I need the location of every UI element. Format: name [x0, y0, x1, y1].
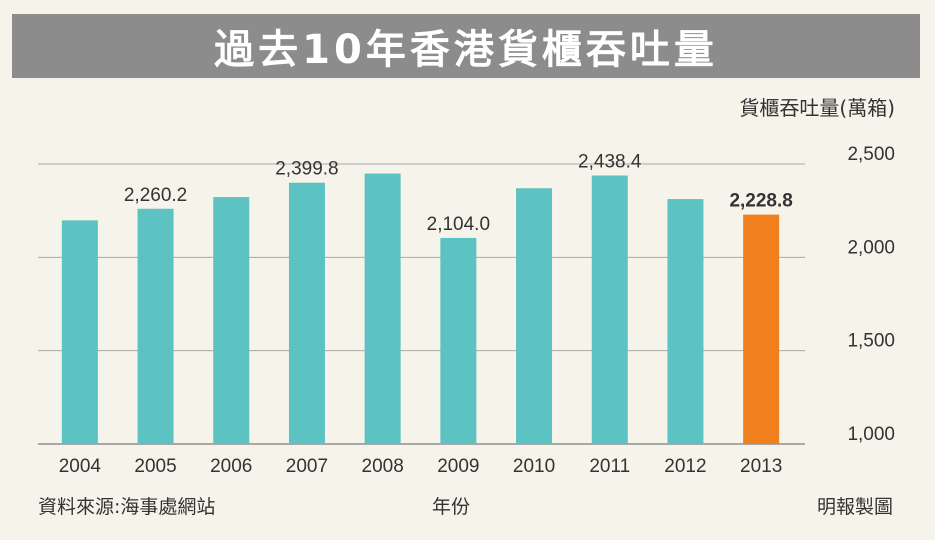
x-tick-label: 2011	[589, 456, 630, 477]
x-tick-label: 2009	[437, 456, 479, 477]
credit-note: 明報製圖	[816, 496, 893, 518]
data-label: 2,260.2	[124, 185, 187, 206]
chart-title: 過去10年香港貨櫃吞吐量	[214, 27, 718, 73]
bar	[591, 175, 628, 445]
bar	[743, 214, 780, 444]
y-tick-label: 1,000	[847, 424, 895, 445]
x-tick-label: 2006	[210, 456, 252, 477]
y-tick-label: 1,500	[847, 331, 895, 352]
y-tick-label: 2,500	[847, 144, 895, 165]
x-tick-label: 2005	[134, 456, 176, 477]
x-axis-label: 年份	[432, 496, 471, 518]
x-tick-label: 2010	[513, 456, 555, 477]
bar	[516, 188, 553, 444]
x-tick-label: 2007	[286, 456, 328, 477]
bar	[667, 199, 704, 444]
source-note: 資料來源:海事處網站	[38, 496, 216, 518]
x-tick-label: 2004	[59, 456, 102, 477]
x-tick-label: 2008	[362, 456, 404, 477]
x-tick-label: 2012	[664, 456, 706, 477]
bar	[288, 182, 325, 445]
bar	[440, 237, 477, 444]
data-label: 2,228.8	[729, 191, 792, 212]
bar	[61, 220, 98, 444]
y-tick-label: 2,000	[847, 237, 895, 258]
data-label: 2,104.0	[427, 214, 490, 235]
title-bar: 過去10年香港貨櫃吞吐量	[12, 14, 920, 78]
y-axis-unit-label: 貨櫃吞吐量(萬箱)	[739, 96, 895, 120]
bar	[137, 208, 174, 444]
bar	[213, 197, 250, 444]
x-tick-label: 2013	[740, 456, 782, 477]
bar	[364, 173, 401, 444]
data-label: 2,438.4	[578, 151, 642, 172]
data-label: 2,399.8	[275, 159, 338, 180]
